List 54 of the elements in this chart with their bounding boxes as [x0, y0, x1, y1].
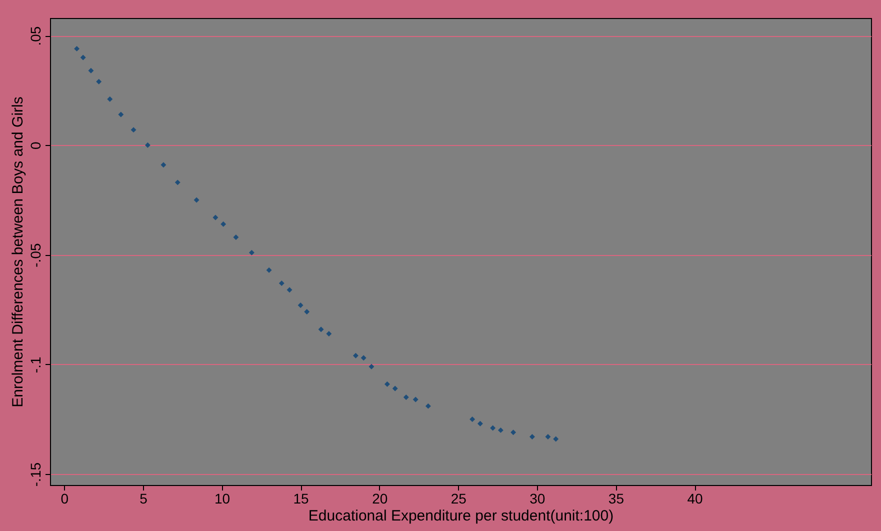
- point: [74, 46, 80, 52]
- x-tick-label: 25: [450, 490, 467, 506]
- point: [118, 112, 124, 118]
- point: [545, 434, 551, 440]
- x-tick-label: 20: [372, 490, 388, 506]
- point: [286, 287, 292, 293]
- point: [174, 180, 180, 186]
- x-tick-label: 0: [60, 490, 69, 506]
- point: [477, 420, 483, 426]
- point: [248, 250, 254, 256]
- point: [352, 352, 358, 358]
- point: [326, 330, 332, 336]
- point: [304, 309, 310, 315]
- x-tick-label: 35: [608, 490, 624, 506]
- point: [80, 54, 86, 60]
- point: [107, 96, 113, 102]
- point: [498, 427, 504, 433]
- x-tick-label: 30: [530, 490, 546, 506]
- point: [490, 425, 496, 431]
- point: [144, 142, 150, 148]
- point: [233, 234, 239, 240]
- point: [510, 430, 516, 436]
- point: [266, 267, 272, 273]
- point: [412, 396, 418, 402]
- point: [220, 221, 226, 227]
- point: [88, 68, 94, 74]
- x-tick-label: 5: [140, 490, 148, 506]
- point: [553, 436, 559, 442]
- point: [194, 197, 200, 203]
- y-tick-label: -.15: [28, 462, 44, 487]
- x-tick-label: 15: [293, 490, 310, 506]
- x-axis-title: Educational Expenditure per student(unit:100): [308, 508, 614, 524]
- point: [298, 302, 304, 308]
- point: [470, 416, 476, 422]
- point: [403, 394, 409, 400]
- point: [425, 403, 431, 409]
- point: [392, 386, 398, 392]
- y-tick-label: .05: [28, 26, 44, 46]
- point: [130, 127, 136, 133]
- point: [278, 280, 284, 286]
- point: [96, 78, 102, 84]
- y-tick-label: 0: [28, 142, 44, 150]
- point: [318, 326, 324, 332]
- point: [360, 355, 366, 361]
- x-tick-label: 10: [214, 490, 230, 506]
- point: [529, 434, 535, 440]
- y-tick-label: -.05: [28, 243, 44, 268]
- point: [384, 381, 390, 387]
- x-tick-label: 40: [687, 490, 704, 506]
- point: [160, 162, 166, 168]
- point: [368, 364, 374, 370]
- y-axis-title: Enrolment Differences between Boys and Girls: [10, 96, 26, 408]
- point: [212, 214, 218, 220]
- y-tick-label: -.1: [28, 356, 44, 374]
